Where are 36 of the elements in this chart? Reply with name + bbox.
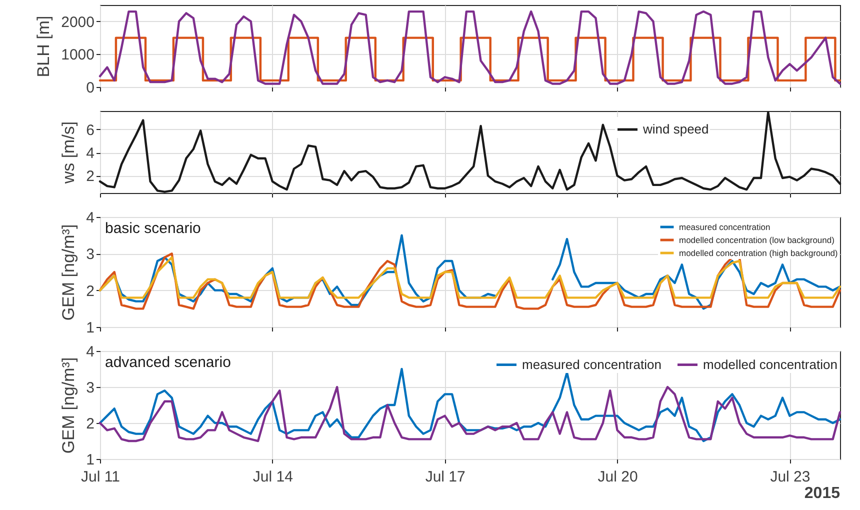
y-tick-label: 4	[86, 210, 94, 226]
y-tick-label: 1000	[61, 46, 94, 64]
y-tick-label: 4	[86, 344, 94, 360]
y-tick-label: 6	[86, 122, 94, 139]
legend-label: wind speed	[642, 122, 709, 136]
x-tick-label: Jul 20	[598, 468, 638, 486]
legend-label: modelled concentration (high background)	[679, 248, 838, 258]
y-tick-label: 2	[86, 416, 94, 432]
text: 2015	[804, 485, 840, 502]
y-tick-label: 1	[86, 452, 94, 468]
y-tick-label: 3	[86, 380, 94, 396]
y-axis-title: GEM [ng/m³]	[59, 357, 78, 454]
y-tick-label: 4	[86, 145, 94, 162]
y-tick-label: 1	[86, 320, 94, 336]
y-tick-label: 2000	[61, 14, 94, 31]
x-tick-label: Jul 11	[81, 468, 120, 486]
line-series	[98, 256, 842, 299]
y-axis-title: BLH [m]	[34, 16, 54, 78]
legend-label: modelled concentration	[703, 356, 838, 372]
line-series	[98, 10, 842, 85]
legend-label: measured concentration	[679, 222, 770, 232]
legend-label: modelled concentration (low background)	[679, 235, 835, 245]
line-series	[98, 368, 842, 442]
y-axis-title: ws [m/s]	[59, 121, 78, 185]
y-tick-label: 2	[86, 282, 94, 300]
y-axis-title: GEM [ng/m³]	[59, 224, 78, 321]
annotation: advanced scenario	[105, 354, 231, 371]
y-tick-label: 2	[86, 168, 94, 186]
x-tick-label: Jul 17	[425, 468, 466, 486]
legend-label: measured concentration	[522, 356, 662, 372]
x-tick-label: Jul 14	[252, 468, 293, 486]
annotation: basic scenario	[105, 220, 201, 237]
line-series	[98, 386, 842, 442]
y-tick-label: 0	[86, 80, 94, 96]
x-tick-label: Jul 23	[770, 468, 810, 486]
y-tick-label: 3	[86, 246, 94, 264]
